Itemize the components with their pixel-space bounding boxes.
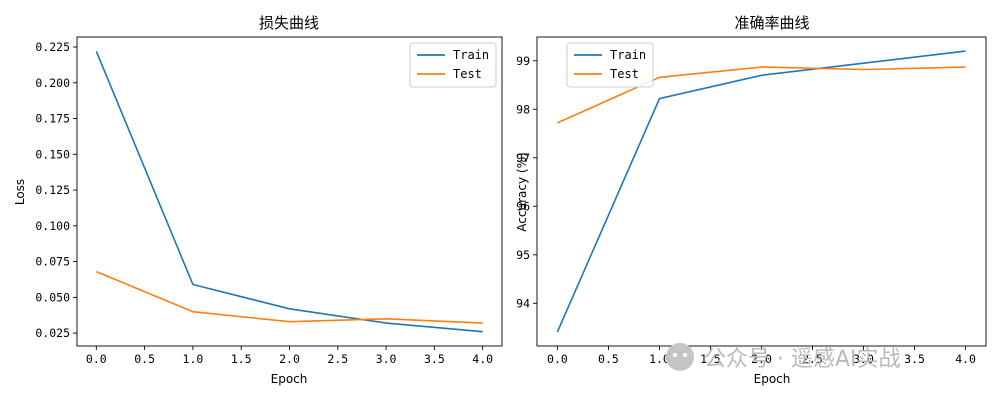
legend-label-test: Test: [610, 67, 639, 81]
x-tick-label: 3.5: [904, 352, 925, 366]
x-axis-label: Epoch: [754, 372, 791, 386]
x-tick-label: 2.5: [327, 352, 348, 366]
accuracy-chart: 准确率曲线 Epoch Accuracy (%) 0.0 0.5 1.0 1.5 2.0…: [515, 14, 987, 386]
y-tick-label: 96: [516, 199, 530, 213]
legend-label-train: Train: [610, 48, 646, 62]
x-axis-label: Epoch: [271, 372, 308, 386]
y-axis-label: Loss: [13, 179, 27, 205]
y-tick-label: 99: [516, 54, 530, 68]
x-tick-label: 0.0: [86, 352, 107, 366]
loss-chart: 损失曲线 Epoch Loss 0.0 0.5 1.0 1.5 2.0 2.5 3.0 3.5…: [13, 14, 503, 386]
x-tick-label: 0.5: [598, 352, 619, 366]
watermark-text: 公众号 · 遥感AI实战: [704, 347, 901, 372]
y-tick-label: 98: [516, 102, 530, 116]
x-tick-label: 3.0: [376, 352, 397, 366]
chart-title: 损失曲线: [259, 14, 319, 32]
x-tick-label: 2.0: [279, 352, 300, 366]
wechat-icon: [666, 343, 694, 371]
y-tick-label: 0.125: [35, 183, 70, 197]
series-line-test: [95, 270, 483, 324]
y-tick-label: 0.200: [35, 76, 70, 90]
x-tick-label: 4.0: [472, 352, 493, 366]
y-tick-label: 0.075: [35, 255, 70, 269]
x-tick-label: 1.5: [700, 352, 721, 366]
x-tick-label: 1.0: [649, 352, 670, 366]
x-tick-label: 2.0: [751, 352, 772, 366]
series-line-train: [556, 50, 966, 333]
y-tick-label: 94: [516, 296, 530, 310]
legend-box: [566, 42, 654, 88]
x-tick-label: 3.0: [853, 352, 874, 366]
x-tick-label: 3.5: [424, 352, 445, 366]
y-tick-label: 0.100: [35, 219, 70, 233]
legend: Train Test: [409, 42, 497, 88]
y-tick-label: 0.050: [35, 290, 70, 304]
y-tick-label: 95: [516, 248, 530, 262]
series-line-train: [95, 50, 483, 333]
y-tick-label: 0.225: [35, 40, 70, 54]
legend-label-test: Test: [453, 67, 482, 81]
chart-title: 准确率曲线: [734, 14, 809, 32]
x-tick-label: 0.0: [547, 352, 568, 366]
legend-box: [409, 42, 497, 88]
y-axis-label: Accuracy (%): [515, 152, 529, 231]
x-tick-label: 4.0: [955, 352, 976, 366]
y-tick-label: 97: [516, 151, 530, 165]
x-tick-label: 2.5: [802, 352, 823, 366]
y-tick-label: 0.175: [35, 112, 70, 126]
x-tick-label: 1.5: [231, 352, 252, 366]
watermark: 公众号 · 遥感AI实战: [666, 343, 901, 372]
x-tick-label: 0.5: [134, 352, 155, 366]
y-tick-label: 0.150: [35, 147, 70, 161]
legend: Train Test: [566, 42, 654, 88]
y-tick-label: 0.025: [35, 326, 70, 340]
x-tick-label: 1.0: [183, 352, 204, 366]
legend-label-train: Train: [453, 48, 489, 62]
